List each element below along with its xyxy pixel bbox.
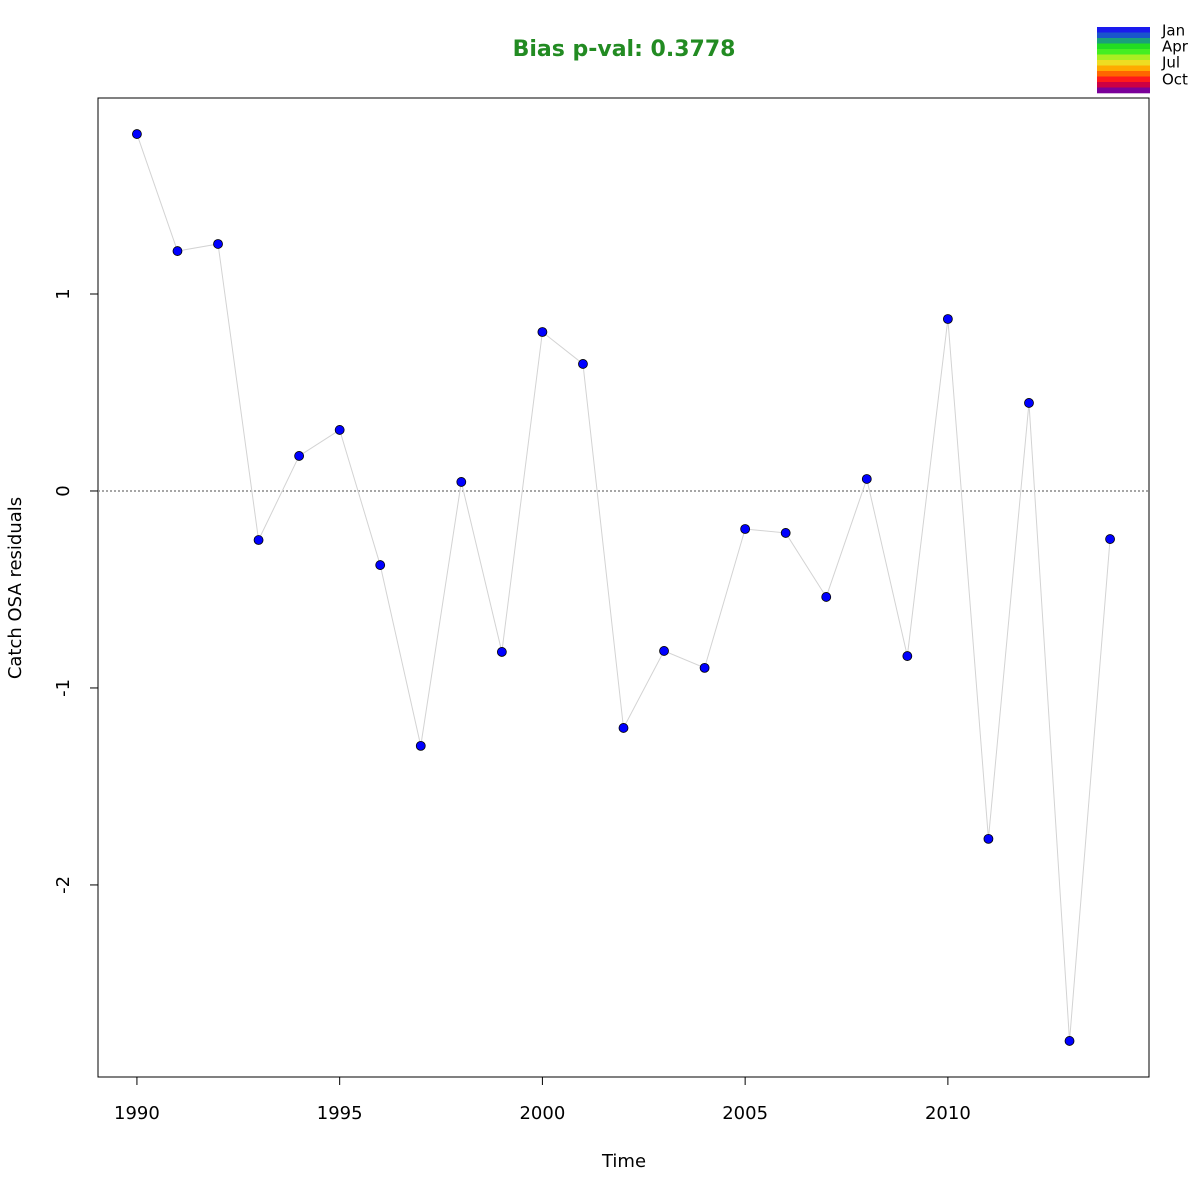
legend-swatch bbox=[1097, 32, 1150, 39]
data-point bbox=[983, 833, 994, 844]
series-line bbox=[136, 133, 1111, 1041]
x-tick-label: 2005 bbox=[722, 1103, 768, 1124]
data-point bbox=[618, 723, 629, 733]
data-point bbox=[1024, 398, 1034, 408]
data-point bbox=[578, 359, 588, 369]
data-point bbox=[415, 740, 426, 751]
plot-box bbox=[97, 97, 1150, 1078]
data-point bbox=[456, 477, 467, 487]
data-point bbox=[213, 239, 223, 249]
data-point bbox=[496, 647, 507, 657]
legend-swatch bbox=[1097, 65, 1150, 72]
data-point bbox=[699, 662, 710, 673]
data-point bbox=[902, 651, 913, 661]
legend-label: Oct bbox=[1162, 71, 1188, 89]
legend-label: Jul bbox=[1161, 54, 1180, 72]
legend-label: Apr bbox=[1162, 38, 1189, 56]
chart-title: Bias p-val: 0.3778 bbox=[513, 37, 736, 62]
data-point bbox=[375, 560, 386, 570]
data-point bbox=[1105, 534, 1115, 544]
legend-swatch bbox=[1097, 54, 1150, 61]
legend-swatch bbox=[1097, 43, 1150, 50]
y-tick-label: 1 bbox=[53, 288, 74, 299]
x-tick-label: 1990 bbox=[114, 1103, 160, 1124]
data-point bbox=[172, 246, 183, 256]
data-point bbox=[537, 327, 548, 337]
legend-swatch bbox=[1097, 38, 1150, 44]
data-point bbox=[780, 528, 791, 538]
x-axis-label: Time bbox=[601, 1151, 646, 1172]
legend-swatch bbox=[1097, 60, 1150, 66]
data-point bbox=[334, 425, 345, 435]
legend-swatch bbox=[1097, 87, 1150, 94]
data-point bbox=[1064, 1036, 1075, 1046]
x-tick-label: 2000 bbox=[519, 1103, 565, 1124]
legend-swatch bbox=[1097, 71, 1150, 77]
legend-swatch bbox=[1097, 82, 1150, 88]
y-axis-label: Catch OSA residuals bbox=[5, 497, 26, 679]
x-tick-label: 1995 bbox=[317, 1103, 363, 1124]
y-tick-label: 0 bbox=[53, 485, 74, 496]
data-point bbox=[294, 451, 305, 461]
y-tick-label: -1 bbox=[53, 679, 74, 697]
legend-swatch bbox=[1097, 76, 1150, 83]
x-tick-label: 2010 bbox=[925, 1103, 971, 1124]
data-point bbox=[132, 129, 142, 139]
data-point bbox=[740, 524, 751, 534]
legend-swatch bbox=[1097, 27, 1150, 33]
data-point bbox=[659, 646, 669, 656]
legend-swatch bbox=[1097, 49, 1150, 55]
y-tick-label: -2 bbox=[53, 876, 74, 894]
data-point bbox=[942, 314, 953, 324]
data-point bbox=[861, 474, 872, 484]
legend-label: Jan bbox=[1161, 22, 1185, 40]
data-point bbox=[253, 535, 264, 545]
data-point bbox=[821, 592, 832, 602]
